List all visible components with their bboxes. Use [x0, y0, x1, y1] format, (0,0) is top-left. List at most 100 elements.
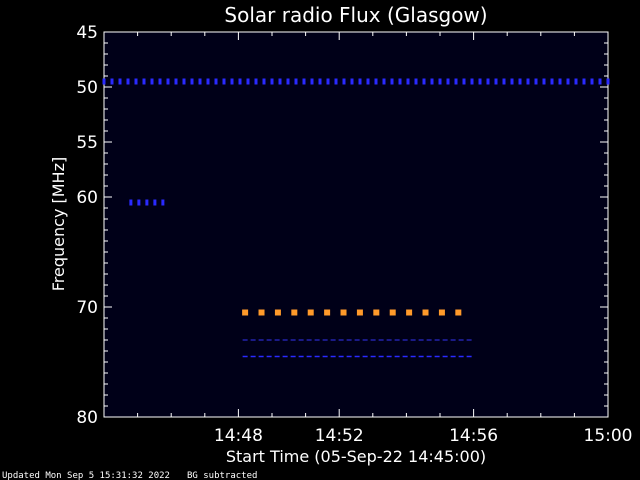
- band-49-5-mark: [102, 78, 106, 85]
- band-74-5-mark: [354, 355, 360, 358]
- band-49-5-mark: [174, 78, 178, 85]
- band-73-mark: [434, 339, 440, 341]
- bg-subtracted-note: BG subtracted: [187, 471, 257, 480]
- band-74-5-mark: [386, 355, 392, 358]
- band-49-5-mark: [182, 78, 186, 85]
- band-74-5-mark: [394, 355, 400, 358]
- band-49-5-mark: [310, 78, 314, 85]
- band-74-5-mark: [290, 355, 296, 358]
- band-73-mark: [386, 339, 392, 341]
- band-49-5-mark: [270, 78, 274, 85]
- band-49-5-mark: [198, 78, 202, 85]
- band-49-5-mark: [454, 78, 458, 85]
- band-70-5-mark: [258, 309, 265, 316]
- band-73-mark: [242, 339, 248, 341]
- band-70-5-mark: [422, 309, 429, 316]
- band-49-5-mark: [230, 78, 234, 85]
- band-73-mark: [410, 339, 416, 341]
- band-73-mark: [370, 339, 376, 341]
- band-49-5-mark: [486, 78, 490, 85]
- band-73-mark: [306, 339, 312, 341]
- band-60-5-mark: [153, 199, 157, 206]
- band-49-5-mark: [414, 78, 418, 85]
- band-74-5-mark: [426, 355, 432, 358]
- band-49-5-mark: [222, 78, 226, 85]
- band-49-5-mark: [422, 78, 426, 85]
- band-49-5-mark: [206, 78, 210, 85]
- band-49-5-mark: [558, 78, 562, 85]
- y-tick-label-4: 70: [76, 298, 98, 318]
- band-70-5-mark: [340, 309, 347, 316]
- band-49-5-mark: [430, 78, 434, 85]
- band-74-5-mark: [370, 355, 376, 358]
- band-49-5-mark: [342, 78, 346, 85]
- band-73-mark: [266, 339, 272, 341]
- band-73-mark: [378, 339, 384, 341]
- band-74-5-mark: [250, 355, 256, 358]
- band-49-5-mark: [582, 78, 586, 85]
- band-70-5-mark: [438, 309, 445, 316]
- band-70-5-mark: [373, 309, 380, 316]
- band-49-5-mark: [446, 78, 450, 85]
- band-49-5-mark: [166, 78, 170, 85]
- band-74-5-mark: [274, 355, 280, 358]
- band-74-5-mark: [338, 355, 344, 358]
- band-49-5-mark: [518, 78, 522, 85]
- band-74-5-mark: [282, 355, 288, 358]
- band-49-5-mark: [142, 78, 146, 85]
- band-49-5-mark: [542, 78, 546, 85]
- band-49-5-mark: [462, 78, 466, 85]
- band-49-5-mark: [366, 78, 370, 85]
- x-axis: 14:48 14:52 14:56 15:00: [137, 32, 633, 446]
- band-74-5-mark: [434, 355, 440, 358]
- band-49-5-mark: [374, 78, 378, 85]
- band-60-5-mark: [137, 199, 141, 206]
- x-tick-label-1: 14:52: [315, 426, 364, 446]
- band-73-mark: [450, 339, 456, 341]
- band-73-mark: [282, 339, 288, 341]
- band-49-5-mark: [118, 78, 122, 85]
- band-60-5-mark: [145, 199, 149, 206]
- band-49-5-mark: [502, 78, 506, 85]
- band-49-5-mark: [590, 78, 594, 85]
- band-49-5-mark: [574, 78, 578, 85]
- band-74-5-mark: [450, 355, 456, 358]
- band-49-5-mark: [278, 78, 282, 85]
- band-70-5-mark: [356, 309, 363, 316]
- band-70-5-mark: [406, 309, 413, 316]
- band-74-5-mark: [298, 355, 304, 358]
- band-74-5-mark: [322, 355, 328, 358]
- band-74-5-mark: [242, 355, 248, 358]
- y-tick-label-0: 45: [76, 23, 98, 43]
- band-70-5-mark: [291, 309, 298, 316]
- band-73-mark: [274, 339, 280, 341]
- band-73-mark: [354, 339, 360, 341]
- band-74-5-mark: [330, 355, 336, 358]
- band-70-5-mark: [242, 309, 249, 316]
- band-74-5-mark: [378, 355, 384, 358]
- band-49-5-mark: [326, 78, 330, 85]
- band-73-mark: [322, 339, 328, 341]
- band-74-5-mark: [442, 355, 448, 358]
- band-73-mark: [362, 339, 368, 341]
- spectrogram-features: [102, 78, 610, 358]
- y-tick-label-3: 60: [76, 188, 98, 208]
- band-49-5-mark: [334, 78, 338, 85]
- band-60-5-mark: [161, 199, 165, 206]
- band-49-5-mark: [238, 78, 242, 85]
- band-70-5-mark: [324, 309, 331, 316]
- y-axis-label: Frequency [MHz]: [49, 157, 68, 291]
- band-49-5-mark: [494, 78, 498, 85]
- band-49-5-mark: [110, 78, 114, 85]
- band-49-5-mark: [526, 78, 530, 85]
- band-49-5-mark: [510, 78, 514, 85]
- band-74-5-mark: [466, 355, 472, 358]
- band-49-5-mark: [158, 78, 162, 85]
- band-74-5-mark: [410, 355, 416, 358]
- band-74-5-mark: [346, 355, 352, 358]
- y-axis: 45 50 55 60 70 80: [76, 23, 608, 428]
- band-49-5-mark: [246, 78, 250, 85]
- band-70-5-mark: [389, 309, 396, 316]
- band-49-5-mark: [406, 78, 410, 85]
